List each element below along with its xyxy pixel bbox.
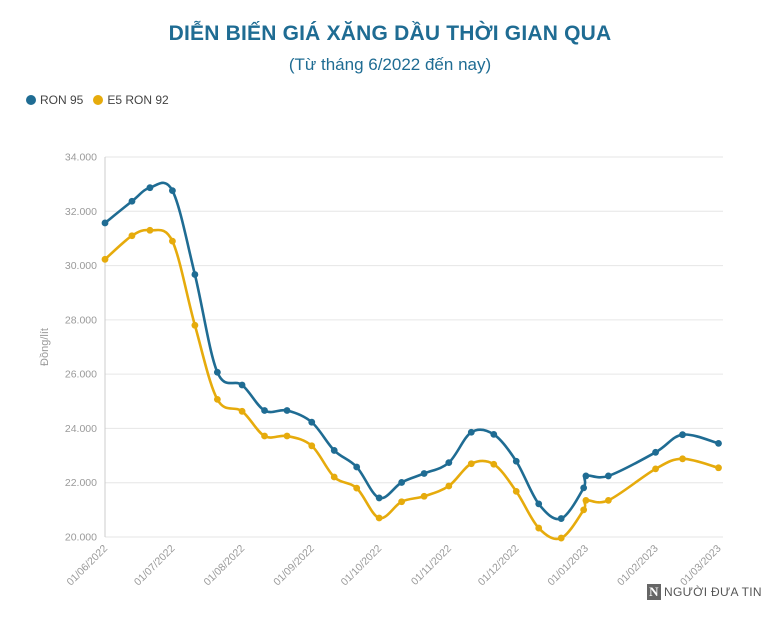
chart-title: DIỄN BIẾN GIÁ XĂNG DẦU THỜI GIAN QUA — [168, 22, 612, 45]
y-tick-label: 28.000 — [65, 314, 97, 326]
data-point-e5ron92 — [283, 432, 291, 440]
x-tick-label: 01/09/2022 — [271, 543, 317, 589]
data-point-e5ron92 — [330, 473, 338, 481]
y-tick-label: 26.000 — [65, 369, 97, 381]
data-point-ron95 — [604, 472, 612, 480]
data-point-ron95 — [308, 418, 316, 426]
series-line-ron95 — [103, 181, 720, 521]
data-point-ron95 — [146, 184, 154, 192]
data-point-e5ron92 — [398, 498, 406, 506]
y-tick-label: 30.000 — [65, 260, 97, 272]
data-point-e5ron92 — [169, 237, 176, 245]
data-point-ron95 — [512, 457, 520, 465]
legend-item-e5ron92[interactable]: E5 RON 92 — [93, 93, 169, 107]
legend-label-e5ron92: E5 RON 92 — [107, 93, 169, 107]
data-point-ron95 — [261, 407, 268, 414]
y-axis-label: Đồng/lít — [39, 328, 51, 366]
data-point-ron95 — [467, 428, 475, 436]
data-point-e5ron92 — [535, 524, 543, 532]
x-tick-label: 01/11/2022 — [409, 543, 454, 588]
data-point-ron95 — [375, 494, 383, 502]
data-point-e5ron92 — [604, 496, 612, 504]
data-point-ron95 — [128, 197, 136, 205]
data-point-ron95 — [580, 484, 588, 492]
data-point-ron95 — [445, 459, 453, 467]
x-tick-label: 01/02/2023 — [615, 543, 661, 589]
data-point-e5ron92 — [467, 460, 475, 468]
data-point-e5ron92 — [353, 484, 361, 492]
watermark-text: NGƯỜI ĐƯA TIN — [664, 585, 762, 599]
data-point-ron95 — [191, 271, 199, 278]
data-point-ron95 — [420, 470, 428, 477]
data-point-e5ron92 — [490, 460, 498, 468]
data-point-e5ron92 — [512, 488, 520, 495]
watermark: N NGƯỜI ĐƯA TIN — [647, 584, 762, 600]
data-point-ron95 — [238, 381, 246, 389]
legend: RON 95 E5 RON 92 — [26, 93, 169, 107]
x-tick-label: 01/03/2023 — [678, 543, 724, 589]
x-tick-label: 01/07/2022 — [132, 543, 178, 589]
x-tick-label: 01/01/2023 — [545, 543, 591, 589]
data-point-ron95 — [169, 187, 176, 195]
data-point-ron95 — [353, 463, 361, 471]
legend-item-ron95[interactable]: RON 95 — [26, 93, 83, 107]
data-point-e5ron92 — [128, 232, 136, 240]
data-point-e5ron92 — [101, 255, 109, 263]
data-point-e5ron92 — [261, 432, 268, 440]
watermark-logo: N — [647, 584, 661, 600]
data-point-ron95 — [213, 368, 221, 376]
data-point-ron95 — [101, 219, 109, 227]
data-point-ron95 — [715, 439, 722, 447]
data-point-e5ron92 — [445, 482, 453, 490]
data-point-ron95 — [490, 431, 498, 438]
data-point-ron95 — [557, 515, 565, 522]
x-tick-label: 01/08/2022 — [202, 543, 248, 589]
data-point-ron95 — [398, 479, 406, 486]
y-tick-label: 20.000 — [65, 532, 97, 544]
data-point-e5ron92 — [652, 465, 659, 473]
data-point-e5ron92 — [191, 321, 199, 329]
data-point-ron95 — [582, 472, 590, 480]
x-tick-label: 01/06/2022 — [64, 543, 110, 589]
x-tick-label: 01/10/2022 — [339, 543, 385, 589]
y-tick-label: 32.000 — [65, 206, 97, 218]
chart-subtitle: (Từ tháng 6/2022 đến nay) — [288, 55, 492, 74]
data-point-ron95 — [535, 500, 543, 508]
data-point-e5ron92 — [238, 407, 246, 415]
legend-label-ron95: RON 95 — [40, 93, 84, 107]
data-point-e5ron92 — [715, 464, 722, 472]
data-point-e5ron92 — [375, 514, 383, 522]
data-point-ron95 — [330, 447, 338, 454]
data-point-e5ron92 — [308, 442, 316, 450]
data-point-e5ron92 — [679, 455, 686, 463]
data-point-e5ron92 — [582, 496, 590, 504]
x-tick-label: 01/12/2022 — [476, 543, 522, 589]
data-point-e5ron92 — [557, 534, 565, 542]
data-point-e5ron92 — [580, 506, 588, 514]
y-tick-label: 24.000 — [65, 423, 97, 435]
data-point-e5ron92 — [146, 226, 154, 234]
legend-swatch-ron95 — [26, 95, 36, 105]
data-point-ron95 — [679, 431, 686, 439]
data-point-e5ron92 — [420, 492, 428, 500]
y-tick-label: 22.000 — [65, 477, 97, 489]
legend-swatch-e5ron92 — [93, 95, 104, 105]
y-tick-label: 34.000 — [65, 152, 97, 164]
data-point-ron95 — [283, 407, 291, 414]
data-point-ron95 — [652, 448, 659, 456]
data-point-e5ron92 — [213, 395, 221, 403]
